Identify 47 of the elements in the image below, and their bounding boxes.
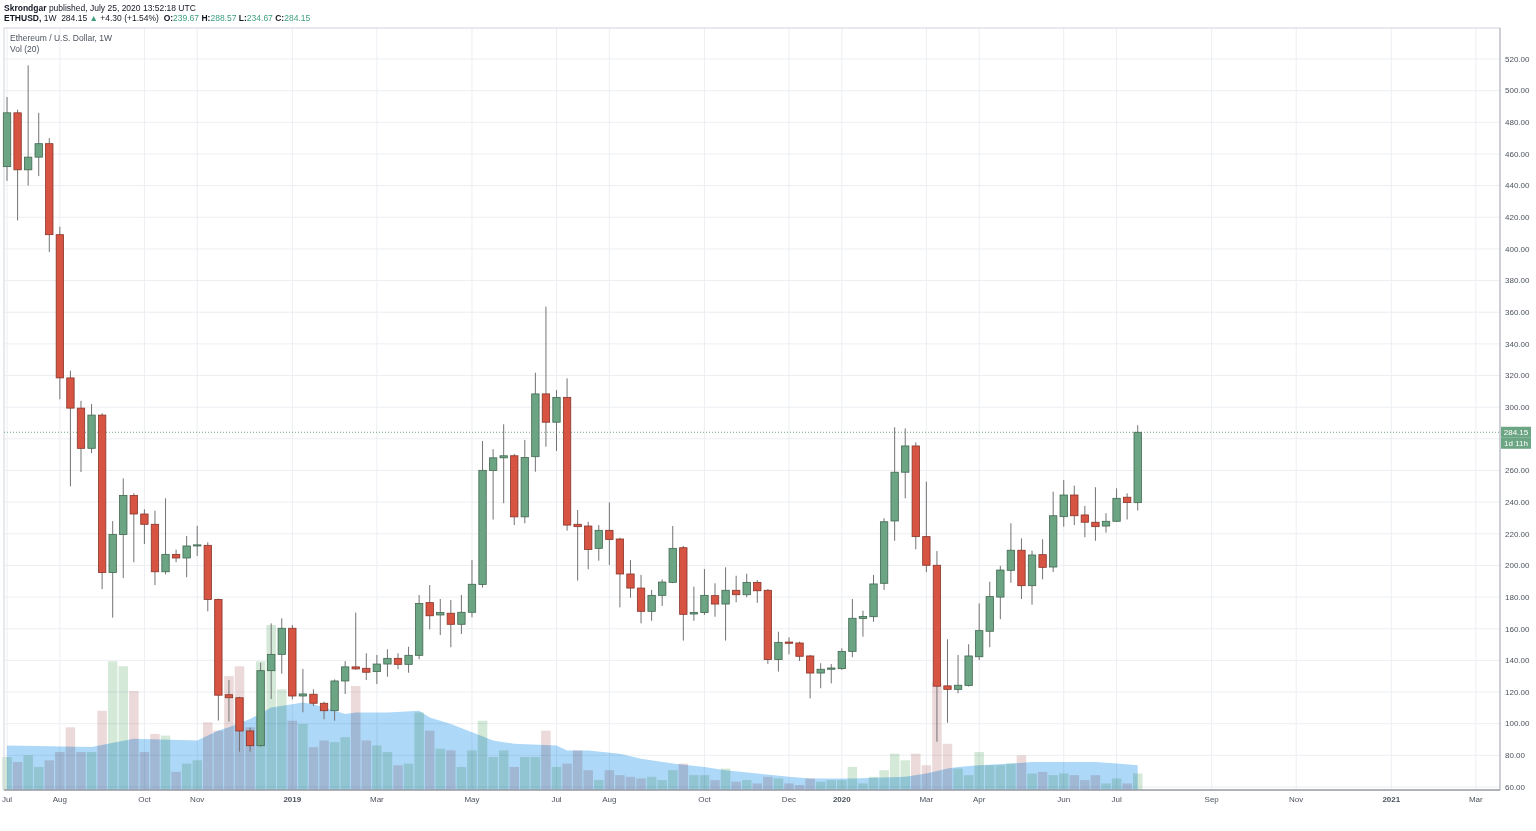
y-tick-label: 460.00 <box>1505 149 1531 159</box>
text: ETHUSD, 1W 284.15 ▲ +4.30 (+1.54%) O:239.67 H:288.57 L:234.67 C:284.15 <box>4 13 311 23</box>
y-tick-label: 260.00 <box>1505 466 1531 476</box>
x-tick-label: Apr <box>972 795 986 804</box>
x-tick-label: Mar <box>1468 795 1484 804</box>
x-tick-label: Sep <box>1204 795 1220 804</box>
x-tick-label: 2021 <box>1382 795 1401 804</box>
x-tick-label: Mar <box>919 795 934 804</box>
x-tick-label: Mar <box>369 795 385 804</box>
y-tick-label: 300.00 <box>1505 402 1531 412</box>
x-tick-label: May <box>464 795 480 804</box>
x-tick-label: Dec <box>781 795 797 804</box>
y-tick-label: 220.00 <box>1505 529 1531 539</box>
y-tick-label: 120.00 <box>1505 687 1531 697</box>
y-tick-label: 240.00 <box>1505 497 1531 507</box>
y-tick-label: 420.00 <box>1505 213 1531 223</box>
x-tick-label: 2020 <box>832 795 852 804</box>
y-tick-label: 360.00 <box>1505 308 1531 318</box>
x-tick-label: Nov <box>1289 795 1304 804</box>
x-tick-label: Aug <box>602 795 617 804</box>
y-tick-label: 320.00 <box>1505 371 1531 381</box>
y-tick-label: 440.00 <box>1505 181 1531 191</box>
y-tick-label: 160.00 <box>1505 624 1531 634</box>
x-tick-label: Aug <box>52 795 67 804</box>
x-tick-label: 2019 <box>283 795 302 804</box>
text: Skrondgar published, July 25, 2020 13:52:18 UTC <box>4 3 196 13</box>
x-tick-label: Oct <box>138 795 152 804</box>
y-tick-label: 80.00 <box>1505 751 1526 761</box>
y-tick-label: 500.00 <box>1505 86 1531 96</box>
y-tick-label: 480.00 <box>1505 118 1531 128</box>
y-tick-label: 60.00 <box>1505 782 1526 792</box>
y-tick-label: 340.00 <box>1505 339 1531 349</box>
y-tick-label: 400.00 <box>1505 244 1531 254</box>
text: Ethereum / U.S. Dollar, 1W <box>10 33 113 43</box>
x-tick-label: Jul <box>551 795 562 804</box>
y-tick-label: 180.00 <box>1505 592 1531 602</box>
y-tick-label: 380.00 <box>1505 276 1531 286</box>
y-tick-label: 140.00 <box>1505 656 1531 666</box>
x-tick-label: Jul <box>1111 795 1122 804</box>
x-tick-label: Nov <box>190 795 205 804</box>
x-tick-label: Jun <box>1057 795 1071 804</box>
y-tick-label: 100.00 <box>1505 719 1531 729</box>
x-tick-label: Oct <box>698 795 712 804</box>
y-tick-label: 520.00 <box>1505 54 1531 64</box>
x-tick-label: Jul <box>1 795 13 804</box>
y-tick-label: 200.00 <box>1505 561 1531 571</box>
chart-title: Vol (20) <box>10 44 40 54</box>
